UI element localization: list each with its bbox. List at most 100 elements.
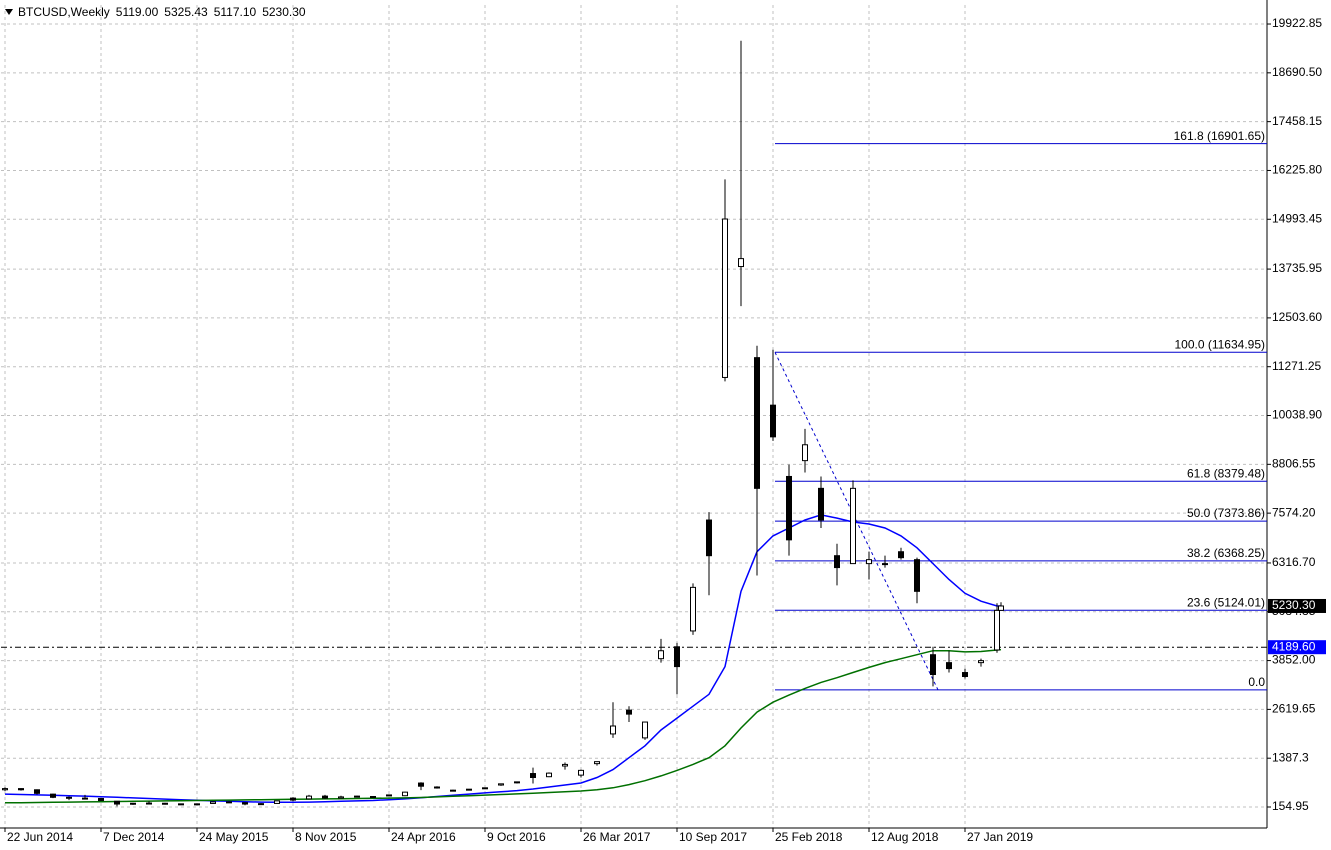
candle-body — [306, 795, 312, 800]
moving-average — [4, 514, 1001, 804]
candle-body — [770, 404, 776, 438]
fib-label: 50.0 (7373.86) — [1187, 506, 1265, 520]
x-tick-label: 24 May 2015 — [199, 830, 269, 844]
y-tick-label: 10038.90 — [1272, 408, 1322, 422]
candle-body — [642, 721, 648, 739]
candle-body — [610, 725, 616, 735]
x-tick-label: 12 Aug 2018 — [871, 830, 939, 844]
x-tick-label: 8 Nov 2015 — [295, 830, 357, 844]
header-value: 5119.00 — [116, 5, 159, 19]
candle-body — [674, 646, 680, 668]
y-tick-label: 6316.70 — [1272, 555, 1316, 569]
header-value: 5325.43 — [164, 5, 208, 19]
price-line-box — [1268, 640, 1326, 655]
y-tick-label: 154.95 — [1272, 799, 1309, 813]
current-price-box — [1268, 598, 1326, 613]
x-tick-label: 27 Jan 2019 — [967, 830, 1033, 844]
y-tick-label: 16225.80 — [1272, 163, 1322, 177]
candle-body — [274, 800, 280, 804]
candle-body — [946, 662, 952, 670]
y-tick-label: 13735.95 — [1272, 261, 1322, 275]
candle-body — [834, 555, 840, 569]
candle-body — [898, 551, 904, 559]
y-tick-label: 18690.50 — [1272, 65, 1322, 79]
candle-body — [562, 763, 568, 767]
x-tick-label: 10 Sep 2017 — [679, 830, 747, 844]
candle-body — [738, 258, 744, 268]
candle-body — [210, 801, 216, 804]
candle-body — [498, 783, 504, 786]
fib-trend — [774, 352, 939, 691]
candle-body — [18, 788, 24, 791]
candle-body — [178, 803, 184, 806]
candle-body — [690, 586, 696, 632]
x-tick-label: 26 Mar 2017 — [583, 830, 651, 844]
candle-body — [242, 802, 248, 805]
candle-body — [258, 803, 264, 806]
fib-label: 61.8 (8379.48) — [1187, 466, 1265, 480]
candle-body — [930, 654, 936, 676]
candle-body — [998, 605, 1004, 611]
candle-body — [34, 789, 40, 794]
fib-label: 0.0 — [1248, 675, 1265, 689]
candle-body — [450, 789, 456, 792]
candle-body — [130, 802, 136, 805]
fib-label: 23.6 (5124.01) — [1187, 595, 1265, 609]
candle-body — [978, 660, 984, 664]
candle-body — [114, 800, 120, 805]
y-tick-label: 12503.60 — [1272, 310, 1322, 324]
price-line-label: 4189.60 — [1272, 639, 1316, 653]
menu-arrow[interactable] — [5, 9, 13, 15]
candle-body — [626, 709, 632, 715]
candle-body — [66, 796, 72, 799]
fib-label: 100.0 (11634.95) — [1174, 337, 1265, 351]
header-value: 5117.10 — [214, 5, 257, 19]
y-tick-label: 8806.55 — [1272, 456, 1316, 470]
candle-body — [194, 803, 200, 806]
candle-body — [290, 797, 296, 801]
candle-body — [434, 786, 440, 789]
current-price-label: 5230.30 — [1272, 598, 1316, 612]
candle-body — [466, 788, 472, 791]
candle-body — [818, 487, 824, 521]
y-tick-label: 14993.45 — [1272, 211, 1322, 225]
y-tick-label: 19922.85 — [1272, 16, 1322, 30]
y-tick-label: 1387.3 — [1272, 750, 1309, 764]
candle-body — [514, 781, 520, 784]
candle-body — [146, 802, 152, 805]
candle-body — [354, 795, 360, 798]
candle-body — [98, 797, 104, 801]
header-value: 5230.30 — [262, 5, 306, 19]
candle-body — [866, 559, 872, 565]
y-tick-label: 3852.00 — [1272, 653, 1316, 667]
candle-body — [722, 218, 728, 378]
candle-body — [802, 444, 808, 462]
candle-body — [370, 796, 376, 799]
candle-body — [322, 795, 328, 799]
x-tick-label: 9 Oct 2016 — [487, 830, 546, 844]
y-tick-label: 7574.20 — [1272, 505, 1316, 519]
x-tick-label: 24 Apr 2016 — [391, 830, 456, 844]
candle-body — [546, 772, 552, 778]
y-tick-label: 2619.65 — [1272, 702, 1316, 716]
candle-body — [418, 782, 424, 787]
candle-body — [754, 357, 760, 489]
candle-body — [994, 609, 1000, 651]
fib-label: 38.2 (6368.25) — [1187, 546, 1265, 560]
candle-body — [850, 487, 856, 565]
candle-body — [786, 475, 792, 541]
candle-body — [338, 796, 344, 799]
candle-body — [226, 801, 232, 804]
candle-body — [914, 559, 920, 592]
candle-body — [658, 650, 664, 660]
candle-body — [578, 769, 584, 776]
candle-body — [50, 793, 56, 798]
fib-label: 161.8 (16901.65) — [1174, 129, 1265, 143]
candle-body — [530, 773, 536, 778]
y-tick-label: 17458.15 — [1272, 114, 1322, 128]
candle-body — [402, 791, 408, 797]
candle-body — [706, 519, 712, 557]
chart-title: BTCUSD,Weekly — [18, 5, 110, 19]
candle-body — [482, 787, 488, 790]
